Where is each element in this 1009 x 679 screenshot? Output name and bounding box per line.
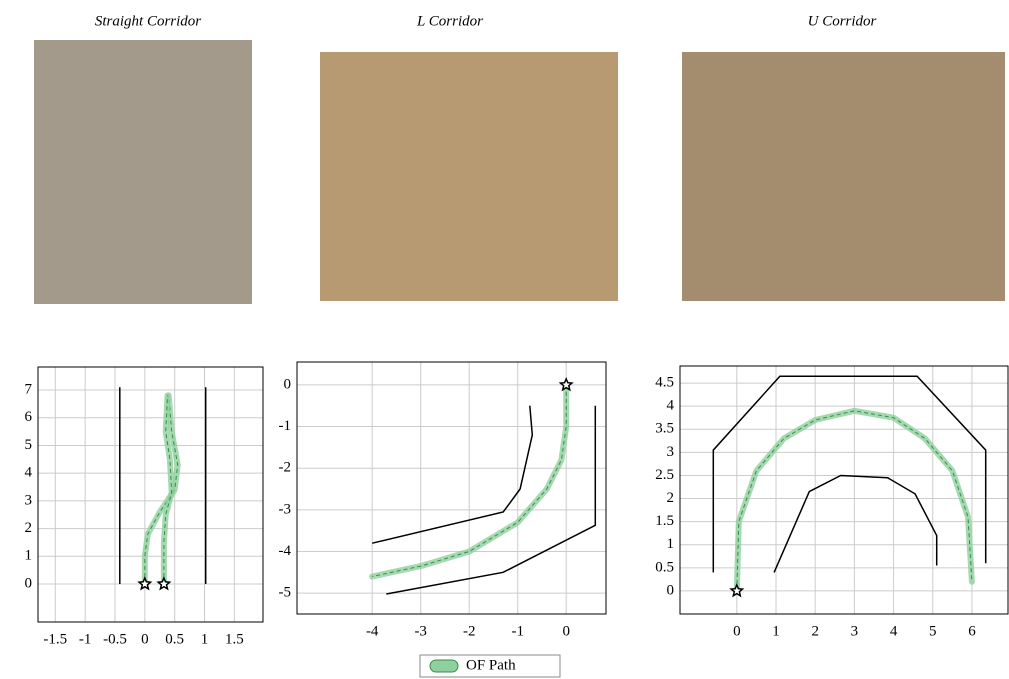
y-tick-label: 5 [25, 437, 33, 453]
x-tick-label: 0 [141, 631, 149, 647]
y-tick-label: 3 [667, 444, 675, 460]
legend-swatch [430, 660, 458, 672]
x-tick-label: -4 [366, 623, 379, 639]
x-tick-label: -1 [79, 631, 92, 647]
legend-label: OF Path [466, 657, 516, 673]
y-tick-label: 2 [667, 490, 675, 506]
y-tick-label: 3.5 [655, 421, 674, 437]
chart-title: L Corridor [416, 13, 483, 29]
photo [682, 52, 1005, 301]
x-tick-label: 3 [851, 623, 859, 639]
x-tick-label: 1 [201, 631, 209, 647]
x-tick-label: 4 [890, 623, 898, 639]
y-tick-label: 4 [25, 465, 33, 481]
y-tick-label: -3 [279, 501, 292, 517]
x-tick-label: 0 [733, 623, 741, 639]
y-tick-label: 1 [25, 548, 33, 564]
y-tick-label: 1.5 [655, 513, 674, 529]
y-tick-label: 2.5 [655, 467, 674, 483]
y-tick-label: 7 [25, 381, 33, 397]
x-tick-label: 6 [968, 623, 976, 639]
y-tick-label: 4.5 [655, 375, 674, 391]
x-tick-label: 2 [811, 623, 819, 639]
y-tick-label: 4 [667, 398, 675, 414]
y-tick-label: -5 [279, 585, 292, 601]
start-marker [158, 578, 169, 589]
y-tick-label: 3 [25, 492, 33, 508]
start-marker [731, 585, 742, 596]
x-tick-label: -3 [414, 623, 427, 639]
x-tick-label: 1.5 [225, 631, 244, 647]
start-marker [139, 578, 150, 589]
y-tick-label: 0 [667, 582, 675, 598]
start-marker [561, 379, 572, 390]
y-tick-label: 0.5 [655, 559, 674, 575]
figure: OF Path Straight Corridor -1.5 -1 -0.5 0 0.5 1… [0, 0, 1009, 679]
x-tick-label: -1.5 [43, 631, 67, 647]
y-tick-label: 0 [284, 376, 292, 392]
y-tick-label: -2 [279, 460, 292, 476]
chart-title: U Corridor [808, 13, 877, 29]
y-tick-label: -4 [279, 543, 292, 559]
y-tick-label: -1 [279, 418, 292, 434]
x-tick-label: -1 [511, 623, 524, 639]
x-tick-label: 5 [929, 623, 937, 639]
legend: OF Path [420, 655, 560, 677]
y-tick-label: 6 [25, 409, 33, 425]
y-tick-label: 1 [667, 536, 675, 552]
chart-title: Straight Corridor [95, 13, 201, 29]
x-tick-label: 0.5 [165, 631, 184, 647]
y-tick-label: 2 [25, 520, 33, 536]
photo [320, 52, 618, 301]
x-tick-label: -0.5 [103, 631, 127, 647]
x-tick-label: -2 [463, 623, 476, 639]
x-tick-label: 1 [772, 623, 780, 639]
plot-frame [297, 362, 606, 614]
wall [774, 476, 937, 573]
x-tick-label: 0 [562, 623, 570, 639]
photo [34, 40, 252, 304]
y-tick-label: 0 [25, 575, 33, 591]
